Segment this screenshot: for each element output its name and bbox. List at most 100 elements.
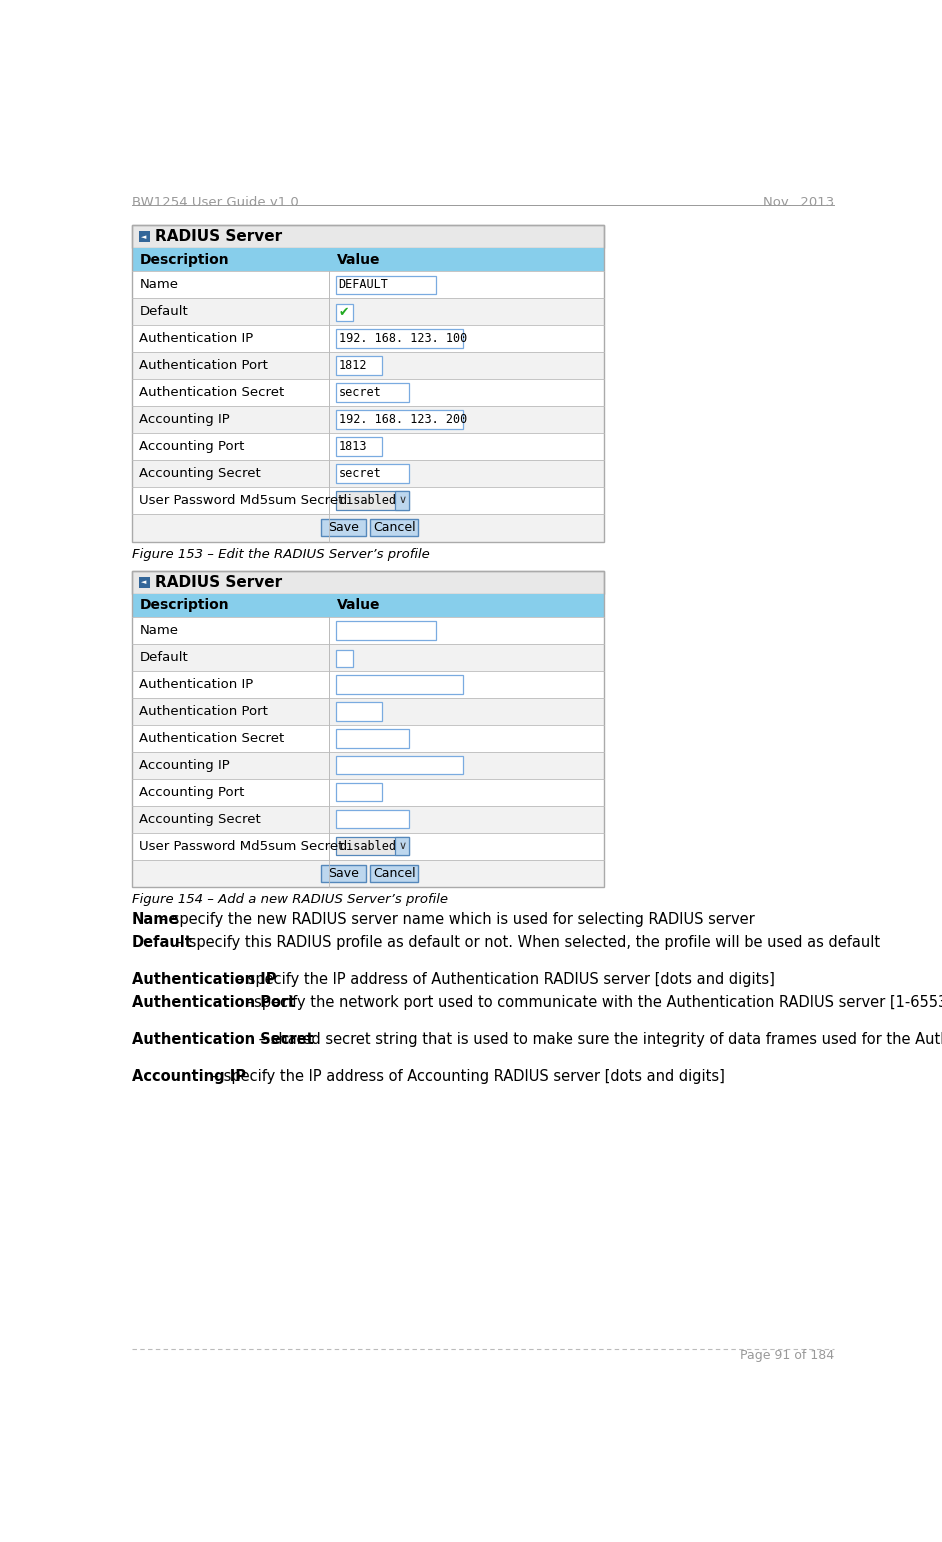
Bar [138,231,150,242]
Bar [132,513,605,541]
Text: Name: Name [132,911,179,927]
Text: secret: secret [338,386,382,399]
Bar [335,490,409,509]
Text: ∨: ∨ [398,495,406,506]
Text: Nov.  2013: Nov. 2013 [763,196,834,208]
Bar [335,621,436,640]
Bar [335,276,436,295]
Text: Description: Description [139,253,229,267]
Bar [132,617,605,645]
Bar [132,594,605,617]
Bar [132,248,605,271]
Bar [132,805,605,833]
Text: Accounting IP: Accounting IP [139,413,230,426]
Bar [132,271,605,298]
Text: 192. 168. 123. 200: 192. 168. 123. 200 [338,413,467,426]
Text: Name: Name [139,278,178,291]
Text: Accounting IP: Accounting IP [132,1069,246,1084]
Bar [132,859,605,887]
Text: Accounting IP: Accounting IP [139,759,230,771]
Bar [132,752,605,779]
Bar [396,490,409,509]
Text: Page 91 of 184: Page 91 of 184 [739,1349,834,1362]
Text: Default: Default [139,651,188,665]
Text: Value: Value [337,253,381,267]
Text: – specify the IP address of Accounting RADIUS server [dots and digits]: – specify the IP address of Accounting R… [207,1069,725,1084]
Bar [335,675,463,694]
Text: Accounting Port: Accounting Port [139,786,245,799]
Bar [396,837,409,856]
Bar [335,837,409,856]
Text: Figure 153 – Edit the RADIUS Server’s profile: Figure 153 – Edit the RADIUS Server’s pr… [132,547,430,561]
Bar [138,577,150,588]
Text: User Password Md5sum Secret: User Password Md5sum Secret [139,839,344,853]
Text: Authentication IP: Authentication IP [139,678,253,691]
Text: –specify the network port used to communicate with the Authentication RADIUS ser: –specify the network port used to commun… [242,995,942,1010]
Text: Figure 154 – Add a new RADIUS Server’s profile: Figure 154 – Add a new RADIUS Server’s p… [132,893,447,907]
Text: Save: Save [328,521,359,534]
Bar [132,699,605,725]
Text: Authentication Port: Authentication Port [132,995,295,1010]
Bar [132,671,605,699]
Text: Authentication Secret: Authentication Secret [139,386,284,399]
Text: Cancel: Cancel [373,867,415,880]
Text: – specify the new RADIUS server name which is used for selecting RADIUS server: – specify the new RADIUS server name whi… [154,911,755,927]
Text: Default: Default [139,305,188,318]
Bar [132,225,605,541]
Bar [335,810,409,828]
Text: secret: secret [338,467,382,480]
Bar [132,779,605,805]
Text: Value: Value [337,598,381,612]
Text: ◄: ◄ [141,234,147,239]
Text: ◄: ◄ [141,580,147,586]
Text: – shared secret string that is used to make sure the integrity of data frames us: – shared secret string that is used to m… [253,1032,942,1047]
Text: Accounting Secret: Accounting Secret [139,813,261,825]
Text: Cancel: Cancel [373,521,415,534]
Bar [335,304,352,321]
Text: Authentication Port: Authentication Port [139,705,268,719]
Text: BW1254 User Guide v1.0: BW1254 User Guide v1.0 [132,196,299,208]
Bar [335,384,409,402]
Bar [132,645,605,671]
Bar [132,571,605,887]
Text: Authentication Secret: Authentication Secret [132,1032,314,1047]
Text: DEFAULT: DEFAULT [338,278,388,291]
Bar [132,833,605,859]
Text: 192. 168. 123. 100: 192. 168. 123. 100 [338,332,467,345]
Bar [335,729,409,748]
Bar [132,433,605,460]
Bar [335,410,463,429]
Text: – specify the IP address of Authentication RADIUS server [dots and digits]: – specify the IP address of Authenticati… [231,971,774,987]
Text: Save: Save [328,867,359,880]
Bar [335,330,463,348]
Bar [335,756,463,774]
Bar [132,406,605,433]
Text: Name: Name [139,625,178,637]
Text: Authentication IP: Authentication IP [139,332,253,345]
Bar [132,352,605,379]
Text: – specify this RADIUS profile as default or not. When selected, the profile will: – specify this RADIUS profile as default… [172,934,881,950]
Bar [335,783,382,802]
Text: RADIUS Server: RADIUS Server [154,575,282,591]
Bar [132,460,605,487]
Bar [132,725,605,752]
Text: disabled: disabled [339,493,397,507]
Bar [132,487,605,513]
Bar [335,464,409,483]
Text: Accounting Secret: Accounting Secret [139,467,261,480]
Text: ∨: ∨ [398,840,406,851]
Bar [132,325,605,352]
Bar [335,356,382,375]
Bar [335,649,352,666]
Text: disabled: disabled [339,839,397,853]
Bar [132,379,605,406]
Bar [335,702,382,720]
Text: User Password Md5sum Secret: User Password Md5sum Secret [139,493,344,507]
Text: RADIUS Server: RADIUS Server [154,230,282,244]
Text: 1813: 1813 [338,439,367,453]
Text: Authentication IP: Authentication IP [132,971,276,987]
Bar [370,865,418,882]
Bar [132,298,605,325]
Text: Accounting Port: Accounting Port [139,439,245,453]
Bar [321,520,365,537]
